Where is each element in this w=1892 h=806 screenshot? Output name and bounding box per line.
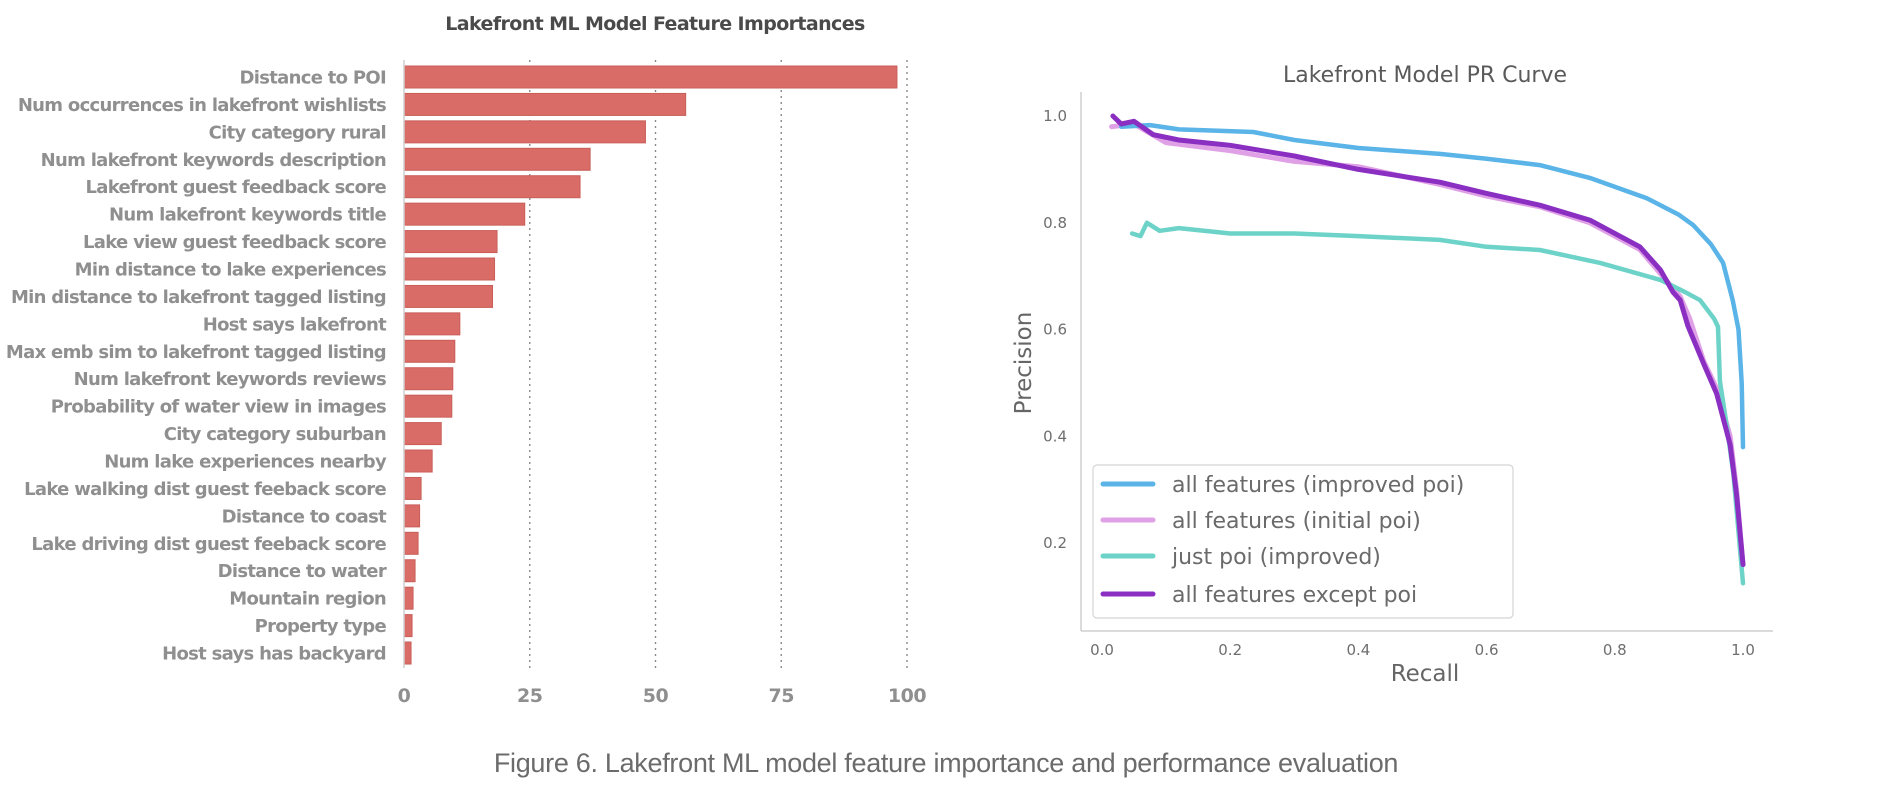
x-tick-label: 0.8 [1603, 641, 1627, 659]
category-label: Min distance to lake experiences [75, 260, 386, 281]
legend-label: all features (improved poi) [1172, 473, 1464, 498]
bar [403, 476, 422, 500]
bar [403, 367, 454, 391]
bar-chart-x-tick-labels: 0 25 50 75 100 [398, 685, 927, 707]
y-tick-label: 1.0 [1043, 107, 1067, 125]
bar [403, 92, 687, 116]
x-tick-label: 0.2 [1218, 641, 1242, 659]
y-tick-label: 0.6 [1043, 321, 1067, 339]
x-tick-label: 0 [398, 685, 411, 707]
bar [403, 449, 433, 473]
y-tick-label: 0.4 [1043, 427, 1067, 445]
category-label: Host says lakefront [203, 314, 387, 335]
series-line-3 [1110, 113, 1746, 568]
x-tick-label: 0.4 [1346, 641, 1370, 659]
y-tick-label: 0.8 [1043, 214, 1067, 232]
pr-chart-series-lines [1109, 113, 1746, 586]
category-label: Num lakefront keywords description [41, 150, 386, 171]
pr-chart-y-tick-labels: 0.2 0.4 0.6 0.8 1.0 [1043, 107, 1067, 552]
pr-chart-x-tick-labels: 0.0 0.2 0.4 0.6 0.8 1.0 [1090, 641, 1755, 659]
bar [403, 614, 413, 638]
category-label: Num lake experiences nearby [104, 452, 387, 473]
legend-item: all features (improved poi) [1100, 473, 1464, 498]
bar [403, 175, 581, 199]
x-tick-label: 50 [643, 685, 669, 707]
bar [403, 230, 498, 254]
x-tick-label: 75 [769, 685, 794, 707]
bar [403, 531, 419, 555]
bar [403, 339, 456, 363]
category-label: Lake walking dist guest feeback score [24, 479, 386, 500]
category-label: Num lakefront keywords title [109, 205, 386, 226]
legend-label: all features (initial poi) [1172, 509, 1421, 534]
pr-chart-x-axis-label: Recall [1391, 661, 1460, 687]
pr-curve-chart: Lakefront Model PR Curve 0.2 0.4 0.6 0.8 1.0… [1011, 63, 1773, 687]
bar [403, 257, 496, 281]
bar [403, 147, 591, 171]
x-tick-label: 0.0 [1090, 641, 1114, 659]
category-label: Distance to coast [222, 506, 387, 527]
category-label: Distance to POI [240, 68, 386, 89]
x-tick-label: 100 [888, 685, 926, 707]
legend-item: just poi (improved) [1100, 545, 1381, 570]
category-label: Mountain region [229, 589, 386, 610]
series-line-2 [1129, 220, 1746, 586]
category-label: City category suburban [164, 424, 386, 445]
bar [403, 586, 414, 610]
category-label: Lakefront guest feedback score [86, 177, 387, 198]
legend-item: all features except poi [1100, 583, 1417, 608]
pr-chart-legend: all features (improved poi) all features … [1092, 464, 1514, 619]
bar [403, 65, 898, 89]
bar-chart-category-labels: Distance to POI Num occurrences in lakefr… [6, 68, 388, 665]
category-label: Max emb sim to lakefront tagged listing [6, 342, 386, 363]
legend-label: just poi (improved) [1171, 545, 1381, 570]
category-label: Property type [255, 616, 387, 637]
bar [403, 312, 461, 336]
bar-chart-title: Lakefront ML Model Feature Importances [445, 13, 865, 35]
bar [403, 504, 421, 528]
x-tick-label: 25 [517, 685, 542, 707]
bar [403, 422, 442, 446]
category-label: Distance to water [218, 561, 387, 582]
pr-chart-title: Lakefront Model PR Curve [1283, 63, 1567, 88]
category-label: Lake view guest feedback score [83, 232, 386, 253]
pr-chart-y-axis-label: Precision [1011, 312, 1037, 415]
category-label: Lake driving dist guest feeback score [31, 534, 386, 555]
bar-chart-bars [403, 65, 898, 665]
x-tick-label: 0.6 [1475, 641, 1499, 659]
category-label: Probability of water view in images [51, 397, 386, 418]
bar [403, 284, 494, 308]
bar [403, 202, 526, 226]
feature-importance-chart: Lakefront ML Model Feature Importances D… [6, 13, 927, 707]
category-label: Num occurrences in lakefront wishlists [18, 95, 386, 116]
category-label: Host says has backyard [162, 644, 386, 665]
bar [403, 120, 646, 144]
legend-label: all features except poi [1172, 583, 1417, 608]
category-label: City category rural [209, 122, 386, 143]
legend-item: all features (initial poi) [1100, 509, 1421, 534]
category-label: Num lakefront keywords reviews [74, 369, 386, 390]
bar [403, 394, 453, 418]
bar [403, 559, 416, 583]
figure-caption: Figure 6. Lakefront ML model feature imp… [493, 748, 1399, 778]
category-label: Min distance to lakefront tagged listing [11, 287, 386, 308]
bar [403, 641, 412, 665]
y-tick-label: 0.2 [1043, 534, 1067, 552]
x-tick-label: 1.0 [1731, 641, 1755, 659]
series-line-0 [1118, 122, 1746, 450]
legend-box [1092, 464, 1514, 619]
